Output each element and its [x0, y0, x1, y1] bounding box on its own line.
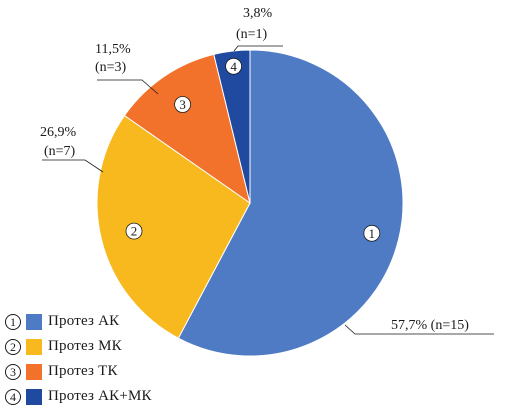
leader-line-3 — [97, 79, 159, 95]
legend-marker-4: 4 — [5, 388, 21, 405]
slice-markers: 1 2 3 4 — [125, 57, 381, 242]
leader-line-4 — [233, 45, 283, 52]
legend-marker-3: 3 — [5, 363, 21, 380]
legend-label-4: Протез АК+МК — [48, 388, 152, 404]
leader-line-2 — [42, 159, 104, 173]
pie-slice-4 — [213, 49, 251, 204]
legend-swatch-2 — [26, 338, 42, 355]
slice-label-4-pct: 3,8% — [243, 6, 273, 21]
slice-label-2-n: (n=7) — [44, 144, 76, 159]
slice-label-3-n: (n=3) — [95, 60, 127, 75]
leader-line-1 — [344, 324, 494, 335]
leader-lines — [42, 45, 494, 335]
legend: 1 Протез АК 2 Протез МК 3 Протез ТК 4 Пр… — [5, 309, 152, 409]
pie-slice-2 — [96, 114, 251, 339]
legend-marker-2: 2 — [5, 338, 21, 355]
slice-marker-2: 2 — [125, 222, 143, 240]
slice-marker-number-2: 2 — [131, 224, 138, 239]
slice-label-1: 57,7% (n=15) — [391, 318, 469, 333]
slice-marker-circle-3 — [174, 96, 192, 113]
slice-marker-3: 3 — [174, 96, 192, 113]
slice-label-4-n: (n=1) — [236, 27, 268, 42]
slice-label-3-pct: 11,5% — [95, 42, 131, 57]
pie-slice-3 — [123, 53, 251, 205]
legend-item-1: 1 Протез АК — [5, 309, 152, 334]
legend-label-3: Протез ТК — [48, 363, 118, 379]
slice-marker-number-4: 4 — [230, 59, 237, 74]
legend-label-1: Протез АК — [48, 313, 120, 329]
legend-item-2: 2 Протез МК — [5, 334, 152, 359]
legend-swatch-1 — [26, 313, 42, 330]
slice-marker-circle-2 — [125, 222, 143, 240]
slice-marker-number-1: 1 — [369, 226, 376, 241]
legend-swatch-3 — [26, 363, 42, 380]
legend-marker-1: 1 — [5, 313, 21, 330]
legend-swatch-4 — [26, 388, 42, 405]
legend-item-4: 4 Протез АК+МК — [5, 384, 152, 409]
slice-label-2-pct: 26,9% — [40, 125, 77, 140]
legend-item-3: 3 Протез ТК — [5, 359, 152, 384]
slice-marker-number-3: 3 — [179, 97, 186, 112]
slice-marker-circle-4 — [225, 57, 243, 75]
legend-label-2: Протез МК — [48, 338, 122, 354]
slice-marker-1: 1 — [363, 224, 381, 242]
pie-slices — [96, 49, 404, 357]
pie-slice-1 — [177, 49, 404, 357]
slice-marker-circle-1 — [363, 224, 381, 242]
slice-marker-4: 4 — [225, 57, 243, 75]
